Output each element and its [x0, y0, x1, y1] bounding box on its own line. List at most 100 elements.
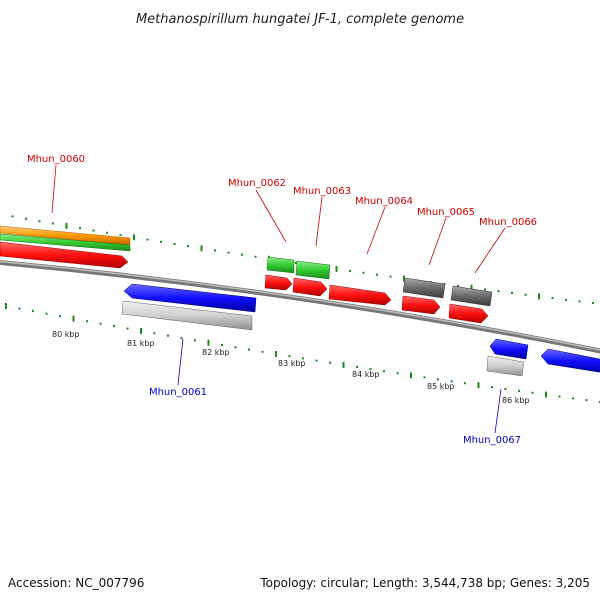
minor-tick: [592, 302, 594, 304]
gene-arrow-mhun-0067[interactable]: [489, 338, 529, 360]
major-tick: [133, 234, 135, 241]
minor-tick: [45, 312, 48, 315]
minor-tick: [518, 389, 520, 392]
minor-tick: [524, 293, 527, 296]
gene-label-mhun-0066[interactable]: Mhun_0066: [479, 217, 537, 228]
minor-tick: [173, 243, 176, 245]
major-tick: [335, 265, 338, 272]
minor-tick: [25, 217, 27, 220]
major-tick: [470, 284, 473, 291]
minor-tick: [295, 261, 297, 264]
gene-bar-mhun-0066-grey: [450, 285, 493, 307]
gene-bar-mhun-0061-cds: [121, 300, 253, 331]
gene-label-mhun-0067[interactable]: Mhun_0067: [463, 435, 521, 446]
minor-tick: [221, 344, 223, 346]
gene-bar-mhun-0063-green: [295, 260, 331, 280]
genome-backbone: [0, 259, 600, 354]
major-tick: [72, 315, 75, 322]
major-tick: [140, 327, 142, 334]
minor-tick: [11, 215, 14, 218]
gene-arrow-offscreen-right[interactable]: [540, 348, 600, 373]
minor-tick: [329, 361, 331, 364]
major-tick: [403, 275, 405, 282]
leader-line-mhun-0061: [177, 338, 184, 386]
genome-backbone-highlight: [0, 260, 600, 351]
leader-lines: [51, 164, 506, 434]
minor-tick: [241, 253, 243, 256]
minor-tick: [254, 255, 257, 258]
gene-arrow-mhun-0062[interactable]: [264, 274, 293, 291]
minor-tick: [315, 359, 318, 362]
minor-tick: [99, 322, 102, 325]
genome-summary-text: Topology: circular; Length: 3,544,738 bp…: [260, 576, 590, 590]
minor-tick: [369, 368, 372, 371]
minor-tick: [79, 227, 81, 230]
leader-line-mhun-0065: [428, 217, 447, 266]
gene-arrow-mhun-0065[interactable]: [401, 295, 441, 315]
minor-tick: [572, 397, 574, 400]
major-tick: [207, 339, 210, 346]
minor-tick: [214, 249, 216, 252]
minor-tick: [153, 332, 156, 335]
minor-tick: [106, 231, 108, 234]
major-tick: [410, 372, 412, 379]
minor-tick: [18, 307, 21, 310]
gene-arrow-mhun-0063[interactable]: [292, 277, 328, 297]
major-tick: [5, 303, 7, 309]
minor-tick: [194, 339, 196, 342]
leader-line-mhun-0062: [255, 189, 287, 243]
map-title: Methanospirillum hungatei JF-1, complete…: [136, 12, 464, 27]
gene-arrow-mhun-0064[interactable]: [328, 284, 392, 306]
minor-tick: [113, 325, 115, 328]
leader-line-mhun-0067: [494, 388, 502, 434]
minor-tick: [227, 251, 230, 254]
major-tick: [200, 245, 203, 252]
major-tick: [275, 351, 277, 357]
minor-tick: [302, 357, 304, 360]
minor-tick: [585, 399, 588, 402]
minor-tick: [565, 298, 567, 301]
gene-arrow-mhun-0061[interactable]: [123, 283, 257, 313]
leader-line-mhun-0063: [315, 196, 323, 247]
minor-tick: [578, 300, 581, 303]
minor-tick: [288, 355, 291, 358]
gene-label-mhun-0063[interactable]: Mhun_0063: [293, 186, 351, 197]
minor-tick: [464, 382, 466, 385]
major-tick: [545, 391, 547, 398]
minor-tick: [86, 320, 88, 323]
gene-label-mhun-0060[interactable]: Mhun_0060: [27, 154, 85, 165]
green-feature-bar: [0, 233, 131, 252]
leader-line-mhun-0066: [474, 227, 506, 274]
minor-tick: [167, 334, 169, 337]
gene-label-mhun-0065[interactable]: Mhun_0065: [417, 207, 475, 218]
minor-tick: [180, 337, 183, 340]
minor-tick: [52, 222, 54, 225]
minor-tick: [558, 395, 561, 398]
minor-tick: [450, 380, 453, 383]
gene-bar-mhun-0067-cds: [486, 355, 525, 377]
scale-label: 81 kbp: [127, 339, 155, 348]
minor-tick: [362, 271, 365, 274]
scale-label: 84 kbp: [352, 370, 380, 379]
minor-tick: [92, 229, 95, 232]
minor-tick: [484, 288, 486, 291]
major-tick: [342, 361, 345, 368]
scale-label: 82 kbp: [202, 348, 230, 357]
minor-tick: [457, 284, 459, 287]
scale-label: 83 kbp: [278, 359, 306, 368]
gene-label-mhun-0062[interactable]: Mhun_0062: [228, 178, 286, 189]
minor-tick: [491, 386, 493, 389]
gene-label-mhun-0064[interactable]: Mhun_0064: [355, 196, 413, 207]
gene-label-mhun-0061[interactable]: Mhun_0061: [149, 387, 207, 398]
minor-tick: [119, 234, 122, 237]
minor-tick: [497, 290, 500, 293]
minor-tick: [423, 376, 426, 379]
leader-line-mhun-0064: [366, 206, 386, 255]
scale-label: 85 kbp: [427, 382, 455, 391]
gene-arrow-mhun-0060[interactable]: [0, 241, 129, 269]
minor-tick: [504, 388, 507, 390]
minor-tick: [187, 245, 189, 248]
gene-arrow-mhun-0066[interactable]: [448, 303, 489, 324]
minor-tick: [160, 240, 162, 243]
